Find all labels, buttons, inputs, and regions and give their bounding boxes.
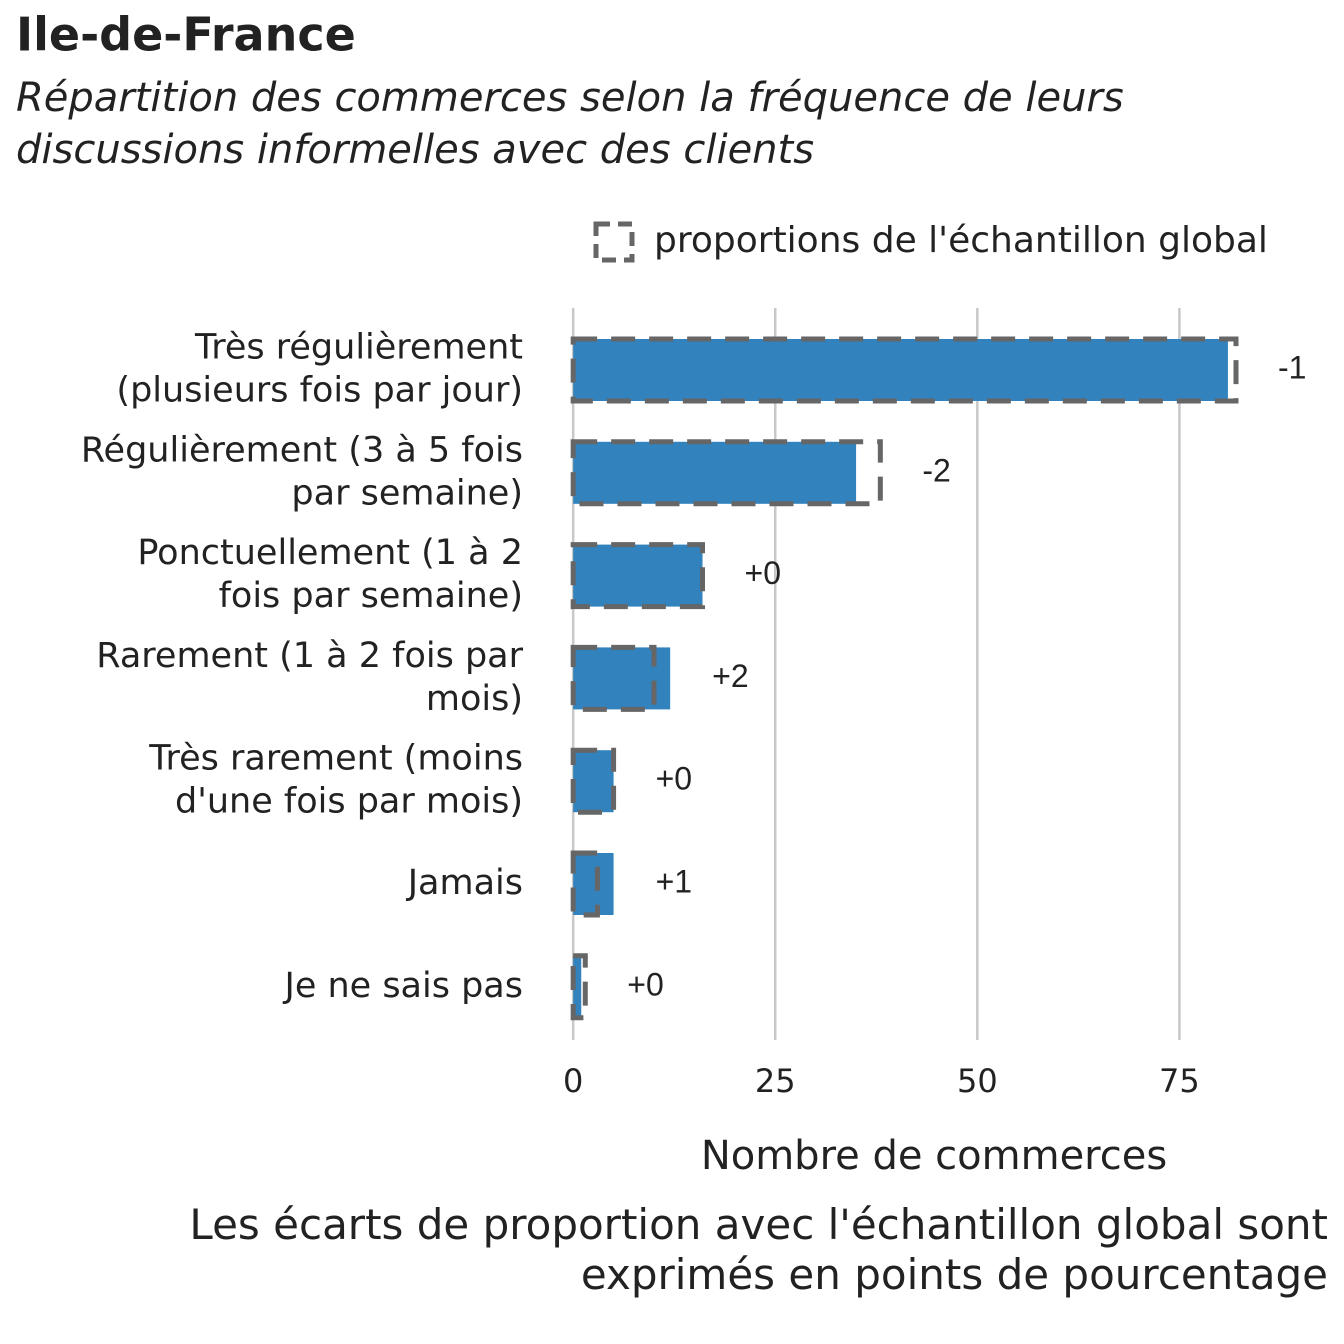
y-tick-label: Très régulièrement (plusieurs fois par jo… [116,328,523,411]
reference-box [570,850,600,918]
bar [573,750,614,813]
y-tick-label: Très rarement (moins d'une fois par mois) [148,739,523,822]
reference-box [570,644,657,712]
caption: Les écarts de proportion avec l'échantil… [189,1200,1328,1299]
chart-subtitle: Répartition des commerces selon la fréqu… [16,75,1124,173]
y-tick-label: Régulièrement (3 à 5 fois par semaine) [81,430,523,513]
y-tick-label: Ponctuellement (1 à 2 fois par semaine) [137,533,523,616]
legend-label: proportions de l'échantillon global [654,220,1268,261]
x-tick-label: 0 [563,1062,583,1100]
reference-box [570,953,588,1021]
x-tick-label: 25 [755,1062,796,1100]
bar [573,853,614,915]
difference-label: -2 [922,452,950,488]
difference-label: -1 [1278,349,1306,385]
difference-label: +0 [627,966,663,1002]
reference-box [570,439,883,507]
reference-box [570,542,706,610]
y-tick-label: Je ne sais pas [283,966,524,1006]
legend-key [593,221,635,263]
x-axis-label: Nombre de commerces [701,1133,1167,1179]
reference-box [570,747,617,815]
bar [573,955,582,1018]
x-tick-label: 50 [957,1062,998,1100]
bar [573,339,1228,401]
bar [573,544,703,607]
difference-label: +0 [745,555,781,591]
difference-label: +2 [712,658,748,694]
difference-label: +1 [656,863,692,899]
difference-label: +0 [656,761,692,797]
y-tick-label: Jamais [406,863,523,903]
x-tick-label: 75 [1159,1062,1200,1100]
reference-box [570,336,1239,404]
bar [573,441,857,504]
y-tick-label: Rarement (1 à 2 fois par mois) [96,636,523,719]
chart-title: Ile-de-France [16,8,356,62]
